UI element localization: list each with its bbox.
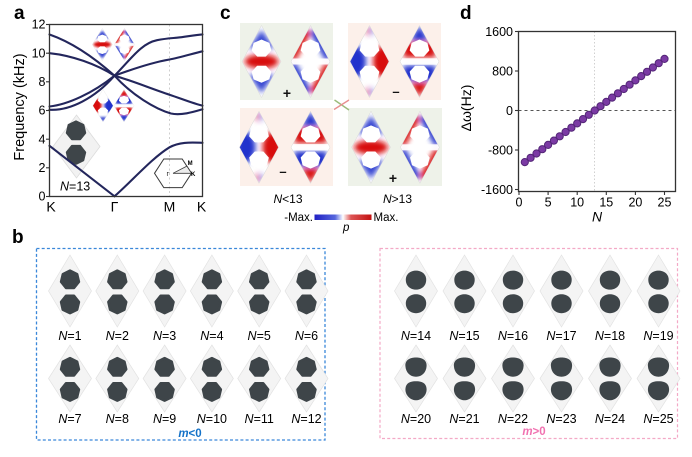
svg-text:N=21: N=21 — [449, 412, 479, 426]
svg-text:+: + — [389, 170, 397, 186]
svg-text:M: M — [188, 161, 193, 167]
svg-text:2: 2 — [39, 161, 46, 175]
svg-text:N=19: N=19 — [643, 329, 673, 343]
svg-text:N=7: N=7 — [58, 412, 81, 426]
svg-text:N=13: N=13 — [60, 180, 90, 194]
svg-text:K: K — [46, 199, 56, 215]
svg-text:Γ: Γ — [167, 172, 171, 178]
svg-text:K: K — [191, 172, 196, 178]
svg-text:10: 10 — [32, 46, 46, 60]
svg-text:0: 0 — [506, 104, 513, 118]
svg-text:N=6: N=6 — [295, 329, 318, 343]
svg-text:8: 8 — [39, 75, 46, 89]
svg-text:d: d — [460, 3, 472, 24]
svg-text:c: c — [220, 3, 231, 24]
svg-text:-Max.: -Max. — [284, 212, 313, 224]
svg-text:N=20: N=20 — [401, 412, 431, 426]
svg-text:+: + — [283, 85, 291, 101]
svg-text:N: N — [592, 209, 603, 225]
svg-text:12: 12 — [32, 18, 46, 32]
svg-text:N=16: N=16 — [498, 329, 528, 343]
svg-text:Γ: Γ — [111, 199, 119, 215]
svg-text:a: a — [14, 3, 25, 24]
svg-text:N=23: N=23 — [546, 412, 576, 426]
svg-text:N<13: N<13 — [273, 192, 302, 206]
svg-text:15: 15 — [599, 196, 613, 210]
svg-text:1600: 1600 — [485, 25, 513, 39]
svg-text:K: K — [197, 199, 207, 215]
svg-text:m>0: m>0 — [522, 426, 545, 438]
svg-text:b: b — [12, 227, 24, 248]
svg-text:N=5: N=5 — [248, 329, 271, 343]
svg-text:M: M — [164, 199, 176, 215]
svg-text:N=8: N=8 — [106, 412, 129, 426]
svg-text:–: – — [392, 84, 399, 99]
svg-text:N=17: N=17 — [546, 329, 576, 343]
svg-text:N=9: N=9 — [153, 412, 176, 426]
svg-text:6: 6 — [39, 104, 46, 118]
svg-text:N=15: N=15 — [449, 329, 479, 343]
svg-text:0: 0 — [516, 196, 523, 210]
svg-text:–: – — [279, 164, 286, 179]
svg-text:20: 20 — [628, 196, 642, 210]
svg-text:Δω(Hz): Δω(Hz) — [458, 85, 474, 132]
svg-text:N=4: N=4 — [200, 329, 223, 343]
svg-text:N>13: N>13 — [383, 192, 412, 206]
svg-text:N=14: N=14 — [401, 329, 431, 343]
svg-text:N=12: N=12 — [291, 412, 321, 426]
svg-text:N=3: N=3 — [153, 329, 176, 343]
svg-text:0: 0 — [39, 190, 46, 204]
svg-text:m<0: m<0 — [178, 428, 201, 440]
svg-text:N=18: N=18 — [595, 329, 625, 343]
svg-text:-1600: -1600 — [481, 183, 513, 197]
svg-text:p: p — [342, 222, 350, 234]
svg-text:N=10: N=10 — [197, 412, 227, 426]
svg-text:10: 10 — [570, 196, 584, 210]
svg-text:N=22: N=22 — [498, 412, 528, 426]
svg-text:4: 4 — [39, 132, 46, 146]
svg-text:25: 25 — [658, 196, 672, 210]
svg-text:Max.: Max. — [374, 212, 399, 224]
svg-text:5: 5 — [545, 196, 552, 210]
svg-text:-800: -800 — [488, 143, 513, 157]
svg-text:800: 800 — [492, 64, 513, 78]
svg-text:N=2: N=2 — [106, 329, 129, 343]
svg-text:Frequency (kHz): Frequency (kHz) — [12, 53, 28, 160]
svg-text:N=1: N=1 — [58, 329, 81, 343]
svg-text:N=25: N=25 — [643, 412, 673, 426]
svg-text:N=11: N=11 — [245, 412, 274, 426]
svg-text:N=24: N=24 — [595, 412, 625, 426]
